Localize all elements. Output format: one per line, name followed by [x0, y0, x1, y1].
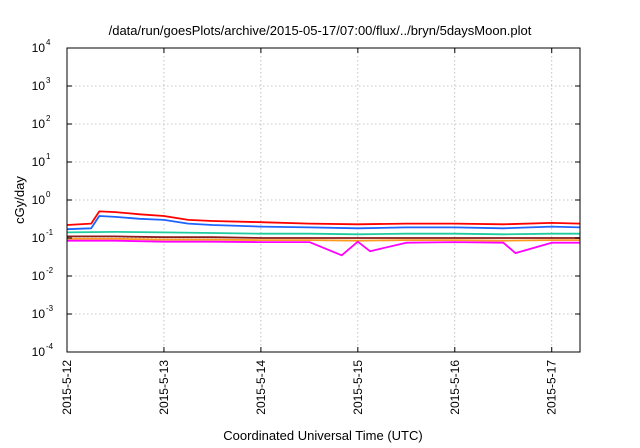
series-line	[67, 239, 580, 257]
y-tick-label: 10	[32, 231, 46, 245]
y-tick-label: 10	[32, 193, 46, 207]
x-axis: 2015-5-12 2015-5-13 2015-5-14 2015-5-15 2015…	[60, 48, 559, 415]
y-tick-exponent: 0	[46, 190, 51, 199]
y-tick-exponent: 2	[46, 114, 51, 123]
y-tick-label: 10	[32, 307, 46, 321]
y-tick-exponent: -2	[46, 266, 54, 275]
y-tick-exponent: -1	[46, 228, 54, 237]
y-tick-exponent: -3	[46, 304, 54, 313]
y-tick-exponent: -4	[46, 342, 54, 351]
series-line	[67, 237, 580, 242]
y-tick-label: 10	[32, 41, 46, 55]
x-tick-label: 2015-5-15	[351, 360, 365, 415]
y-axis-label: cGy/day	[12, 176, 27, 224]
y-tick-label: 10	[32, 345, 46, 359]
chart-title: /data/run/goesPlots/archive/2015-05-17/0…	[109, 23, 532, 38]
y-tick-label: 10	[32, 79, 46, 93]
x-tick-label: 2015-5-16	[448, 360, 462, 415]
x-tick-label: 2015-5-14	[254, 360, 268, 415]
x-axis-label: Coordinated Universal Time (UTC)	[223, 428, 422, 443]
series-line	[66, 215, 581, 231]
y-tick-exponent: 1	[46, 152, 51, 161]
series-line	[67, 235, 580, 239]
y-tick-label: 10	[32, 117, 46, 131]
y-tick-exponent: 4	[46, 38, 51, 47]
x-tick-label: 2015-5-17	[545, 360, 559, 415]
series-line	[66, 210, 581, 226]
series-line	[66, 230, 580, 236]
grid	[67, 48, 580, 352]
series-group	[66, 210, 581, 257]
y-tick-exponent: 3	[46, 76, 51, 85]
x-tick-label: 2015-5-13	[157, 360, 171, 415]
x-tick-label: 2015-5-12	[60, 360, 74, 415]
y-tick-label: 10	[32, 269, 46, 283]
y-tick-label: 10	[32, 155, 46, 169]
